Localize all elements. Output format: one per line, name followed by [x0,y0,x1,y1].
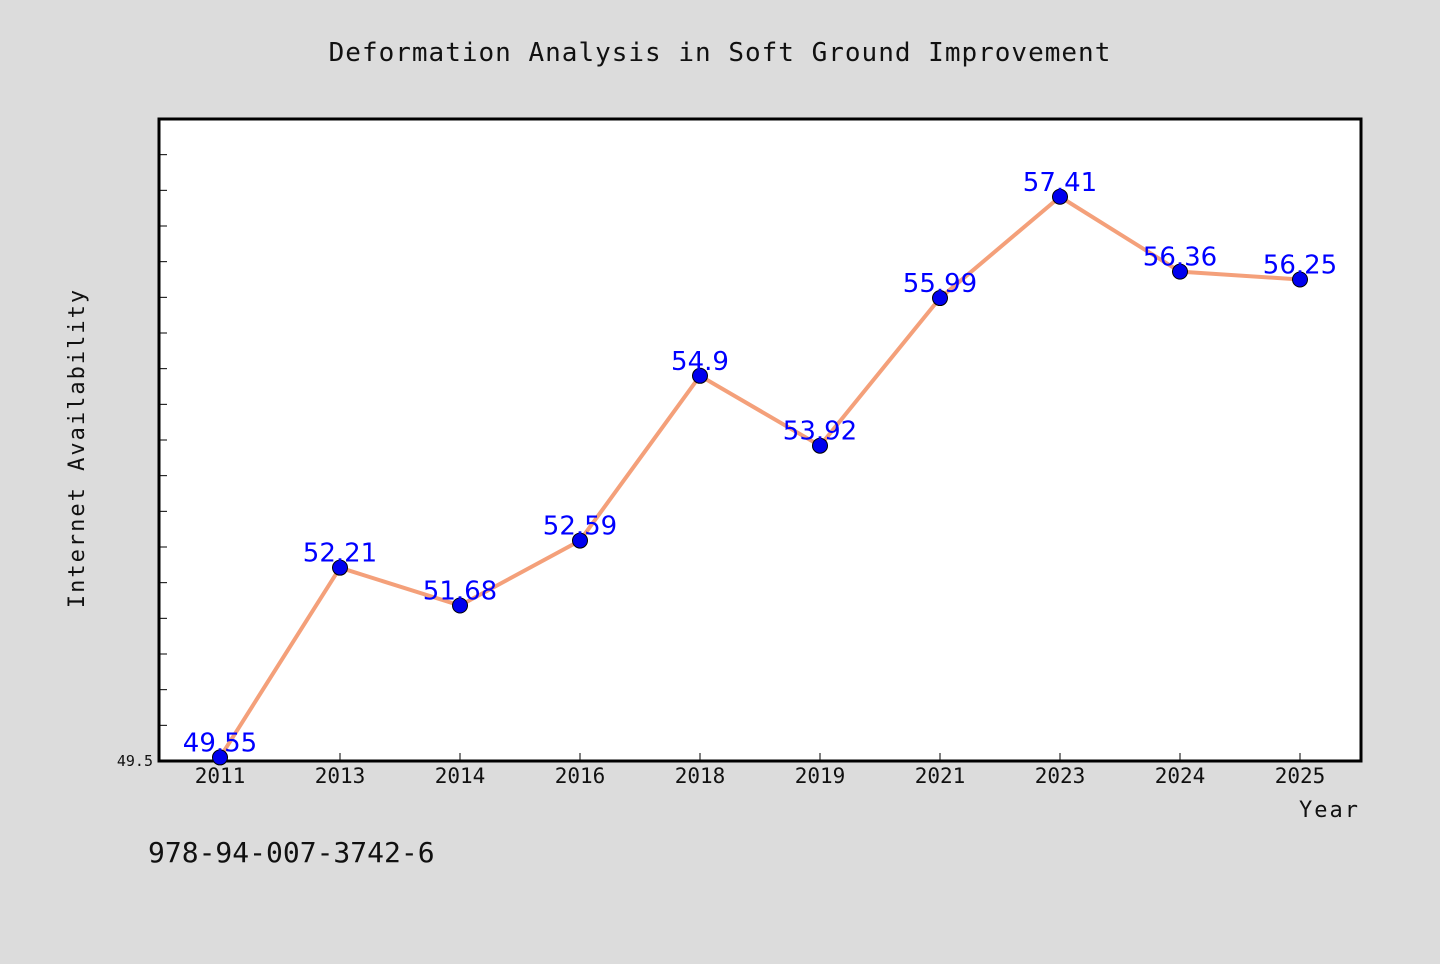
data-label: 56.36 [1143,243,1217,273]
data-point [452,597,468,614]
data-point [812,437,828,454]
x-tick-label: 2018 [675,764,726,788]
data-point [1052,188,1068,205]
data-point [212,749,228,766]
data-labels: 49.55 52.21 51.68 52.59 54.9 53.92 55.99 57.41 5… [183,168,1337,759]
data-label: 49.55 [183,728,257,758]
x-tick-label: 2013 [315,764,366,788]
data-label: 55.99 [903,269,977,299]
data-point [332,559,348,576]
x-tick-label: 2014 [435,764,486,788]
x-tick-label: 2021 [915,764,966,788]
x-axis-label: Year [1299,798,1360,823]
data-label: 51.68 [423,576,497,606]
data-label: 57.41 [1023,168,1097,198]
x-tick-label: 2016 [555,764,606,788]
chart-title: Deformation Analysis in Soft Ground Impr… [329,38,1112,68]
data-label: 52.59 [543,512,617,542]
data-series [212,188,1308,766]
x-axis-ticks: 2011 2013 2014 2016 2018 2019 2021 2023 2024 2025 [195,753,1326,788]
data-label: 52.21 [303,539,377,569]
x-tick-label: 2025 [1275,764,1326,788]
y-tick-label: 49.5 [117,752,153,770]
y-axis-ticks: 49.5 [117,118,167,770]
data-point [572,532,588,549]
footer-code: 978-94-007-3742-6 [148,836,435,869]
x-tick-label: 2011 [195,764,246,788]
plot-area [157,117,1363,763]
data-point [1292,271,1308,288]
series-line [218,194,1301,759]
data-label: 54.9 [671,347,729,377]
data-label: 53.92 [783,417,857,447]
x-tick-label: 2023 [1035,764,1086,788]
x-tick-label: 2019 [795,764,846,788]
data-point [932,290,948,307]
y-axis-label: Internet Availability [65,288,90,608]
data-label: 56.25 [1263,251,1337,281]
data-point [1172,263,1188,280]
x-tick-label: 2024 [1155,764,1206,788]
data-point [692,367,708,384]
